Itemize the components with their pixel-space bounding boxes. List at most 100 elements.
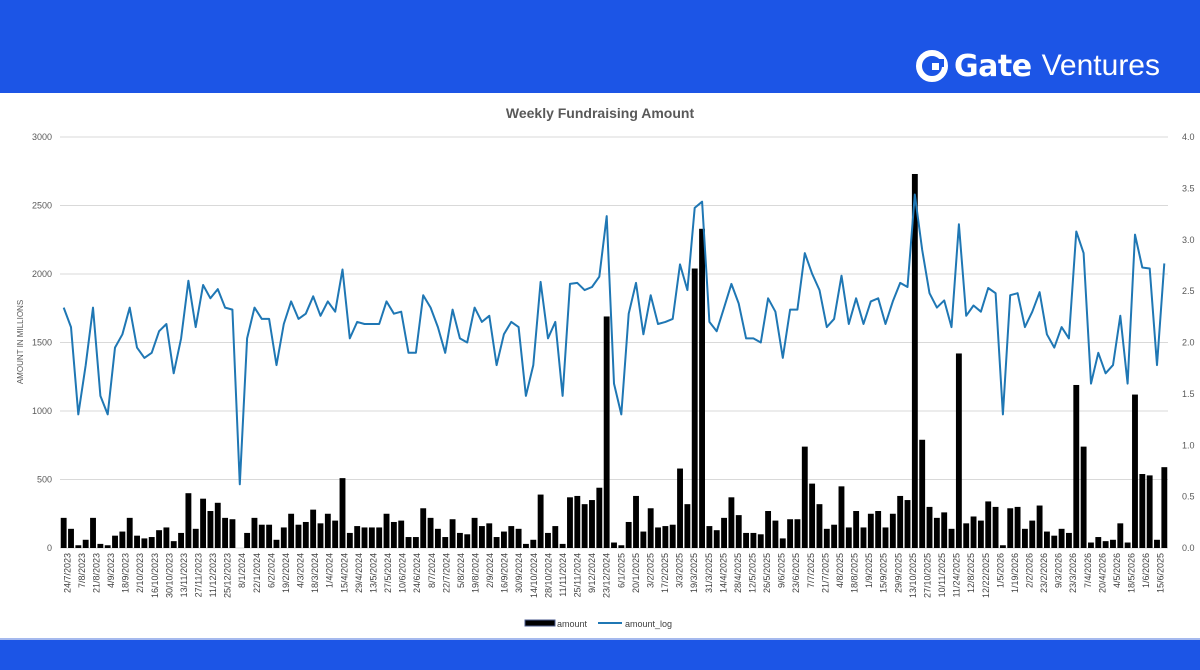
amount-bar [280, 527, 287, 548]
amount-bar [1117, 523, 1124, 548]
amount-bar [434, 528, 441, 548]
y2-tick-label: 4.0 [1182, 132, 1195, 142]
y2-tick-label: 0.0 [1182, 543, 1195, 553]
amount-log-line-layer [62, 193, 1166, 486]
x-tick-label: 18/9/2023 [121, 553, 131, 593]
amount-bar [1146, 475, 1153, 548]
amount-bar [875, 511, 882, 548]
amount-bar [346, 532, 353, 548]
y-tick-label: 0 [47, 543, 52, 553]
amount-bar [882, 527, 889, 548]
amount-bar [779, 538, 786, 548]
amount-bar [633, 495, 639, 548]
x-tick-label: 2/9/2024 [485, 553, 495, 588]
amount-bar [757, 534, 764, 548]
amount-bar [618, 545, 625, 548]
amount-bar [1043, 531, 1050, 548]
y-tick-label: 2000 [32, 269, 52, 279]
amount-bar [464, 534, 471, 548]
amount-bar [691, 268, 698, 548]
amount-bar [611, 542, 617, 548]
x-tick-label: 18/5/2026 [1127, 553, 1137, 593]
amount-bar [1132, 394, 1138, 548]
x-tick-label: 28/10/2024 [543, 553, 553, 598]
x-tick-label: 21/7/2025 [820, 553, 830, 593]
x-tick-label: 8/1/2024 [237, 553, 247, 588]
amount-bar [324, 513, 331, 548]
amount-bar [926, 506, 933, 548]
amount-bar [713, 530, 720, 548]
y-axis-label: AMOUNT IN MILLIONS [16, 300, 25, 384]
amount-bar [332, 520, 339, 548]
x-tick-label: 22/1/2024 [252, 553, 262, 593]
y2-tick-label: 2.5 [1182, 286, 1195, 296]
x-tick-label: 4/5/2026 [1112, 553, 1122, 588]
x-tick-label: 11/24/2025 [952, 553, 962, 597]
amount-bar [339, 478, 346, 548]
amount-bar [904, 500, 911, 548]
x-tick-label: 16/9/2024 [500, 553, 510, 593]
amount-bar [134, 535, 140, 548]
y-tick-label: 1000 [32, 406, 52, 416]
x-tick-label: 1/9/2025 [864, 553, 874, 588]
x-tick-label: 14/4/2025 [718, 553, 728, 593]
x-tick-label: 5/8/2024 [456, 553, 466, 588]
amount-bar [354, 526, 361, 548]
x-tick-label: 23/2/2026 [1039, 553, 1049, 593]
amount-bar [743, 532, 750, 548]
amount-bars [60, 173, 1168, 549]
amount-bar [647, 508, 654, 548]
amount-bar [119, 531, 126, 548]
amount-bar [82, 539, 89, 548]
amount-bar [68, 528, 74, 548]
amount-bar [1080, 446, 1087, 548]
amount-bar [302, 521, 309, 548]
x-tick-label: 20/1/2025 [631, 553, 641, 593]
amount-bar [214, 502, 221, 548]
amount-bar [104, 545, 111, 548]
amount-bar [662, 526, 669, 548]
amount-bar [170, 541, 177, 548]
x-tick-label: 2/2/2026 [1025, 553, 1035, 588]
amount-bar [478, 526, 485, 548]
footer-divider [0, 638, 1200, 640]
amount-bar [1058, 528, 1065, 548]
amount-bar [222, 517, 229, 548]
amount-bar [809, 483, 816, 548]
x-tick-label: 3/2/2025 [645, 553, 655, 588]
amount-bar [229, 519, 236, 548]
amount-bar [515, 528, 522, 548]
x-tick-label: 27/11/2023 [194, 553, 204, 597]
x-tick-label: 7/7/2025 [806, 553, 816, 588]
x-tick-label: 6/1/2025 [616, 553, 626, 588]
amount-bar [90, 517, 96, 548]
amount-bar [640, 531, 647, 548]
amount-bar [1021, 528, 1028, 548]
amount-bar [449, 519, 456, 548]
amount-bar [405, 537, 412, 548]
amount-bar [845, 527, 852, 548]
x-tick-label: 1/19/2026 [1010, 553, 1020, 593]
amount-bar [163, 527, 170, 548]
amount-bar [1073, 384, 1080, 548]
footer-band [0, 640, 1200, 670]
x-tick-label: 27/5/2024 [383, 553, 393, 593]
legend-amount-label: amount [557, 619, 588, 629]
x-tick-label: 8/7/2024 [427, 553, 437, 588]
x-tick-label: 13/5/2024 [368, 553, 378, 593]
y-tick-label: 3000 [32, 132, 52, 142]
amount-bar [1102, 541, 1109, 548]
x-tick-label: 24/6/2024 [412, 553, 422, 593]
x-tick-label: 29/9/2025 [893, 553, 903, 593]
x-axis-labels: 24/7/2023 7/8/2023 21/8/2023 4/9/2023 18/9/2… [62, 553, 1165, 598]
amount-bar [442, 537, 449, 548]
amount-bar [655, 527, 661, 548]
x-tick-label: 4/3/2024 [296, 553, 306, 588]
weekly-fundraising-chart: Weekly Fundraising Amount 0 500 1000 1500 20… [16, 105, 1195, 629]
amount-bar [794, 519, 801, 548]
amount-bar [735, 515, 742, 548]
amount-bar [933, 517, 940, 548]
amount-bar [251, 517, 258, 548]
amount-bar [596, 487, 603, 548]
amount-bar [148, 537, 155, 548]
